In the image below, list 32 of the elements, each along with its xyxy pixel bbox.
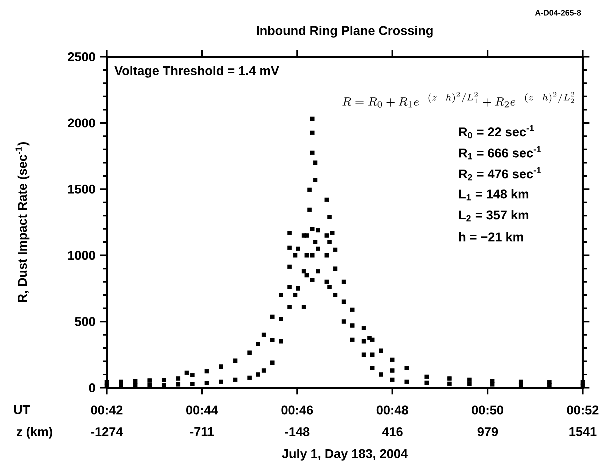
y-tick-label: 1500 bbox=[68, 184, 96, 194]
y-tick-label: 2000 bbox=[68, 118, 96, 128]
x2-axis-title: z (km) bbox=[17, 427, 52, 439]
text: UT bbox=[14, 406, 30, 414]
x2-tick-label: 1541 bbox=[570, 427, 597, 436]
annotation: L$_{1}$ = 148 km bbox=[459, 189, 529, 201]
x2-tick-label: -711 bbox=[190, 427, 214, 436]
x-tick-label: 00:48 bbox=[376, 406, 408, 415]
y-axis-title: R, Dust Impact Rate (sec$^{-1}$) bbox=[16, 142, 30, 302]
annotation: $R = R_0 + R_1 e^{-(z-h)^2/L_1^2} + R_2 e^{-(z-h)^2/L_2^2}$ bbox=[342, 92, 574, 108]
annotation: R$_{1}$ = 666 sec$^{-1}$ bbox=[459, 146, 542, 160]
y-tick-label: 0 bbox=[89, 384, 96, 392]
text: A-D04-265-8 bbox=[535, 10, 582, 16]
annotation: h = −21 km bbox=[459, 232, 524, 242]
x2-tick-label: -148 bbox=[285, 427, 310, 436]
x-tick-label: 00:52 bbox=[567, 406, 599, 415]
x-axis-title: July 1, Day 183, 2004 bbox=[282, 449, 408, 461]
x-tick-label: 00:50 bbox=[472, 406, 504, 415]
annotation: L$_{2}$ = 357 km bbox=[459, 210, 529, 222]
x2-tick-label: -1274 bbox=[91, 427, 124, 436]
y-tick-label: 500 bbox=[75, 317, 96, 326]
y-tick-label: 1000 bbox=[68, 251, 96, 260]
x-tick-label: 00:46 bbox=[282, 406, 314, 415]
y-tick-label: 2500 bbox=[68, 52, 96, 62]
x-tick-label: 00:42 bbox=[91, 406, 123, 415]
annotation: R$_{2}$ = 476 sec$^{-1}$ bbox=[459, 167, 542, 181]
chart-title: Inbound Ring Plane Crossing bbox=[257, 26, 433, 38]
annotation: Voltage Threshold = 1.4 mV bbox=[114, 66, 280, 78]
annotation: R$_{0}$ = 22 sec$^{-1}$ bbox=[459, 125, 534, 139]
x2-tick-label: 416 bbox=[382, 427, 403, 436]
x2-tick-label: 979 bbox=[478, 427, 498, 436]
x-tick-label: 00:44 bbox=[186, 406, 218, 415]
